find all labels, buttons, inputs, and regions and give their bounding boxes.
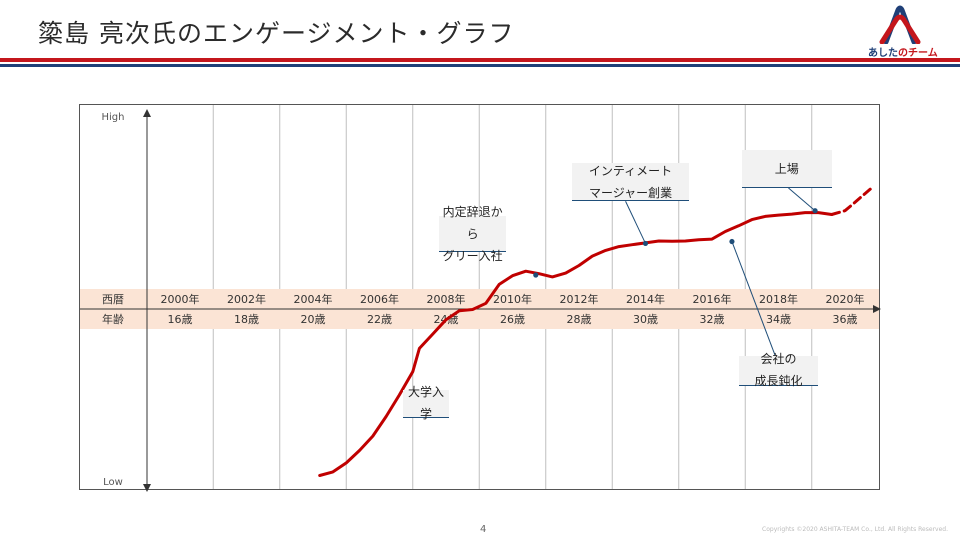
callout-text: 内定辞退から [442,204,503,241]
y-axis-arrow-top [143,109,151,117]
logo-mark-icon [879,5,921,45]
age-tick-label: 30歳 [633,313,658,326]
callout-marker [642,240,649,247]
age-tick-label: 26歳 [500,313,525,326]
logo-text: あしたのチーム [868,48,938,59]
callout-text: インティメート [588,163,673,178]
engagement-line [318,211,834,477]
year-tick-label: 2006年 [360,292,399,306]
callout-box: 会社の 成長鈍化 [738,352,819,388]
y-label-high: High [102,112,125,123]
age-tick-label: 32歳 [700,313,725,326]
year-tick-label: 2020年 [826,292,865,306]
callout-marker [812,208,818,214]
year-tick-label: 2004年 [294,292,333,306]
year-tick-label: 2012年 [560,292,599,306]
company-logo: あしたのチーム [868,4,938,59]
age-band [80,309,879,329]
x-axis-arrow [873,305,881,313]
year-tick-label: 2018年 [759,292,798,306]
callout-text: 上場 [774,161,799,176]
header-rule-red [0,58,960,62]
age-tick-label: 18歳 [234,313,259,326]
callout-text: 会社の [760,352,797,367]
callout-box: 上場 [741,150,832,189]
age-tick-label: 22歳 [367,313,392,326]
year-band [80,289,879,309]
callout-marker [729,238,735,245]
year-tick-label: 2008年 [427,292,466,306]
header-rule-blue [0,64,960,67]
page-number: 4 [480,524,487,535]
callout-marker [533,272,539,278]
callout-leader-line [731,241,776,356]
year-tick-label: 2002年 [227,292,266,306]
copyright-text: Copyrights ©2020 ASHITA-TEAM Co., Ltd. A… [762,526,948,533]
callout-text: グリー入社 [442,248,503,263]
callout-text: 成長鈍化 [754,374,803,389]
callout-text: マージャー創業 [588,185,673,200]
year-tick-label: 2014年 [626,292,665,306]
callout-box: 内定辞退からグリー入社 [439,205,506,263]
callout-text: 大学入学 [408,385,445,422]
y-label-low: Low [103,477,123,488]
age-tick-label: 36歳 [833,313,858,326]
age-tick-label: 28歳 [567,313,592,326]
callout-leader-line [625,201,646,244]
callout-box: インティメート マージャー創業 [572,163,689,202]
age-tick-label: 34歳 [766,313,791,326]
year-tick-label: 2016年 [693,292,732,306]
age-tick-label: 20歳 [301,313,326,326]
callout-box: 大学入学 [402,385,450,421]
engagement-line-forecast [830,186,874,216]
callout-leader-line [788,187,816,212]
year-tick-label: 2010年 [493,292,532,306]
year-tick-label: 2000年 [161,292,200,306]
chart-frame [79,104,880,490]
page-title: 簗島 亮次氏のエンゲージメント・グラフ [38,19,515,48]
y-axis-arrow-bottom [143,484,151,492]
row-label-year: 西暦 [102,293,124,306]
row-label-age: 年齢 [102,312,124,326]
age-tick-label: 16歳 [168,313,193,326]
